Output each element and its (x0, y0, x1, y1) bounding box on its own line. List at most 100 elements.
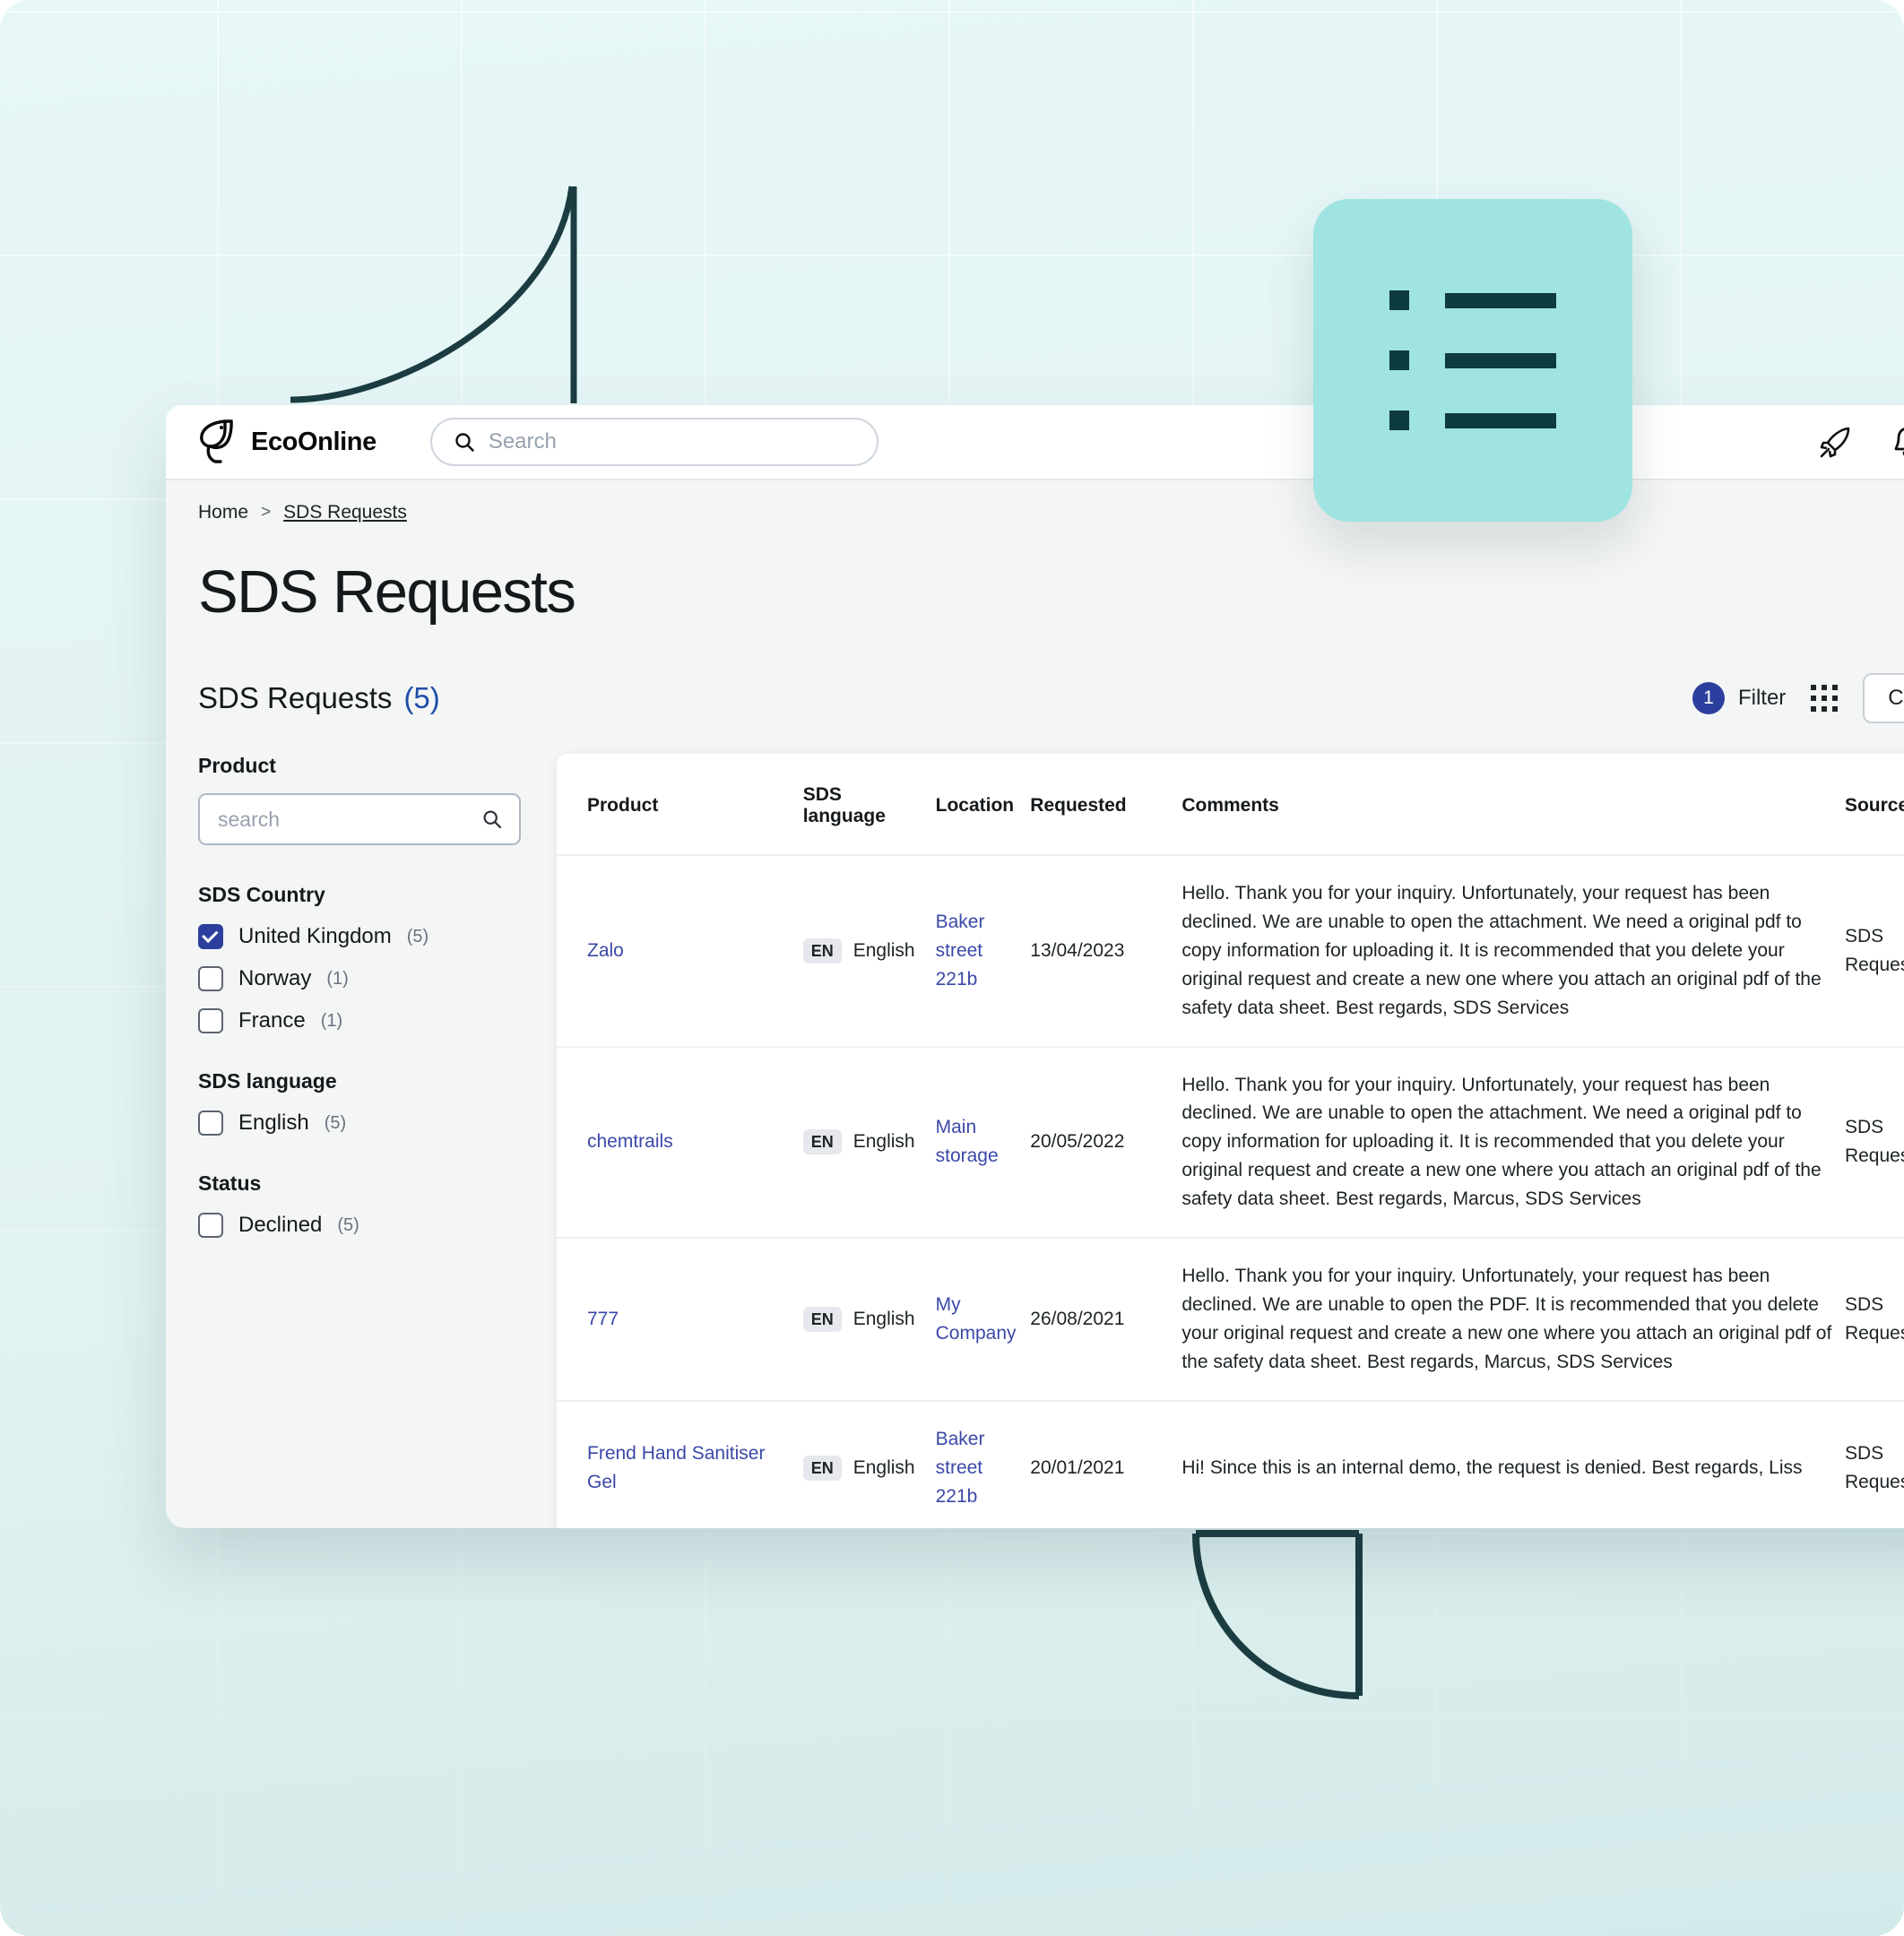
language-code-badge: EN (802, 1306, 842, 1332)
breadcrumb-separator: > (261, 503, 272, 522)
topbar-actions (1818, 424, 1904, 460)
facet-option-label: Declined (238, 1213, 323, 1237)
section-title: SDS Requests (198, 681, 393, 714)
drag-dots-icon[interactable] (1811, 685, 1839, 712)
breadcrumb-current[interactable]: SDS Requests (283, 502, 407, 523)
rocket-icon[interactable] (1818, 424, 1854, 460)
col-location[interactable]: Location (935, 754, 1031, 856)
facet-heading: SDS language (198, 1069, 337, 1093)
language-label: English (852, 1456, 915, 1478)
facet-option-count: (5) (406, 926, 429, 946)
table-toolbar: 1 Filter Columns (1692, 673, 1904, 723)
product-search-placeholder: search (218, 807, 281, 831)
facet-heading: SDS Country (198, 883, 325, 906)
facet-option-label: Norway (238, 966, 312, 990)
product-link[interactable]: 777 (587, 1308, 619, 1329)
location-link[interactable]: My Company (935, 1293, 1017, 1344)
quarter-arc-icon (290, 186, 577, 403)
requested-date: 13/04/2023 (1030, 855, 1182, 1048)
requested-date: 20/05/2022 (1030, 1046, 1182, 1240)
checkbox[interactable] (198, 924, 223, 949)
col-requested[interactable]: Requested (1030, 754, 1182, 856)
product-search-input[interactable]: search (198, 793, 521, 845)
location-link[interactable]: Main storage (935, 1117, 999, 1167)
table-row[interactable]: chemtrails EN English Main storage 20/05/… (557, 1046, 1904, 1240)
search-icon (483, 810, 502, 829)
location-link[interactable]: Baker street 221b (935, 1428, 985, 1507)
facet-option-count: (5) (324, 1112, 347, 1133)
product-link[interactable]: Zalo (587, 939, 624, 961)
language-label: English (852, 1308, 915, 1329)
section-count: (5) (403, 681, 440, 714)
comments-text: Hi! Since this is an internal demo, the … (1181, 1400, 1845, 1528)
eco-bird-leaf-icon (200, 419, 233, 463)
checkbox[interactable] (198, 1111, 223, 1136)
product-link[interactable]: chemtrails (587, 1131, 673, 1153)
facet-group-sds-country: SDS Country United Kingdom (5) Norway (1… (198, 883, 521, 1033)
checkbox[interactable] (198, 966, 223, 991)
facet-option-count: (5) (337, 1214, 359, 1235)
facet-option-norway[interactable]: Norway (1) (198, 966, 521, 991)
breadcrumb-home[interactable]: Home (198, 502, 249, 523)
location-link[interactable]: Baker street 221b (935, 911, 985, 990)
app-window: EcoOnline Search (166, 405, 1904, 1528)
facet-option-united-kingdom[interactable]: United Kingdom (5) (198, 924, 521, 949)
brand-logo[interactable]: EcoOnline (198, 419, 376, 465)
section-header: SDS Requests (5) 1 Filter Columns (198, 673, 1904, 723)
facet-group-status: Status Declined (5) (198, 1171, 521, 1238)
facet-option-count: (1) (326, 968, 349, 989)
comments-text: Hello. Thank you for your inquiry. Unfor… (1181, 855, 1845, 1048)
facet-heading-product: Product (198, 754, 276, 777)
global-search-placeholder: Search (488, 429, 557, 454)
col-comments[interactable]: Comments (1181, 754, 1845, 856)
requests-table-card: Product SDS language Location Requested … (557, 754, 1904, 1528)
columns-button[interactable]: Columns (1863, 673, 1904, 723)
bell-icon[interactable] (1891, 425, 1904, 459)
requested-date: 26/08/2021 (1030, 1238, 1182, 1402)
facet-heading: Status (198, 1171, 262, 1195)
col-sds-language[interactable]: SDS language (802, 754, 936, 856)
col-source[interactable]: Source (1844, 754, 1904, 856)
comments-text: Hello. Thank you for your inquiry. Unfor… (1181, 1238, 1845, 1402)
source-text: SDS Request (1844, 1238, 1904, 1402)
facet-option-english[interactable]: English (5) (198, 1111, 521, 1136)
filter-sidebar: Product search SDS Country United (198, 754, 557, 1274)
product-link[interactable]: Frend Hand Sanitiser Gel (587, 1442, 766, 1492)
filter-button[interactable]: 1 Filter (1692, 682, 1786, 714)
language-code-badge: EN (802, 1129, 842, 1155)
requested-date: 20/01/2021 (1030, 1400, 1182, 1528)
page-body: Home > SDS Requests SDS Requests SDS Req… (166, 480, 1904, 1528)
checkbox[interactable] (198, 1008, 223, 1033)
filter-label: Filter (1737, 686, 1787, 710)
list-feature-card (1313, 199, 1632, 522)
filter-count-badge: 1 (1692, 682, 1725, 714)
table-row[interactable]: Zalo EN English Baker street 221b 13/04/2… (557, 855, 1904, 1048)
global-search-input[interactable]: Search (429, 418, 878, 466)
breadcrumb: Home > SDS Requests (198, 502, 1904, 523)
brand-name: EcoOnline (251, 427, 376, 456)
facet-option-declined[interactable]: Declined (5) (198, 1213, 521, 1238)
col-product[interactable]: Product (557, 754, 803, 856)
facet-option-france[interactable]: France (1) (198, 1008, 521, 1033)
facet-option-count: (1) (320, 1010, 343, 1031)
search-icon (455, 433, 474, 452)
app-topbar: EcoOnline Search (166, 405, 1904, 480)
language-label: English (852, 1131, 915, 1153)
facet-option-label: English (238, 1111, 309, 1135)
bulleted-list-icon (1389, 290, 1556, 430)
quarter-arc-corner-icon (1192, 1530, 1363, 1699)
source-text: SDS Request (1844, 1400, 1904, 1528)
table-header-row: Product SDS language Location Requested … (557, 754, 1904, 856)
content-split: Product search SDS Country United (198, 754, 1904, 1528)
checkbox[interactable] (198, 1213, 223, 1238)
source-text: SDS Request (1844, 855, 1904, 1048)
table-row[interactable]: 777 EN English My Company 26/08/2021 Hell… (557, 1238, 1904, 1402)
comments-text: Hello. Thank you for your inquiry. Unfor… (1181, 1046, 1845, 1240)
table-row[interactable]: Frend Hand Sanitiser Gel EN English Baker… (557, 1400, 1904, 1528)
requests-table: Product SDS language Location Requested … (557, 754, 1904, 1528)
page-title: SDS Requests (198, 558, 576, 626)
facet-option-label: France (238, 1008, 306, 1033)
facet-option-label: United Kingdom (238, 924, 392, 948)
facet-group-sds-language: SDS language English (5) (198, 1069, 521, 1136)
language-label: English (852, 939, 915, 961)
